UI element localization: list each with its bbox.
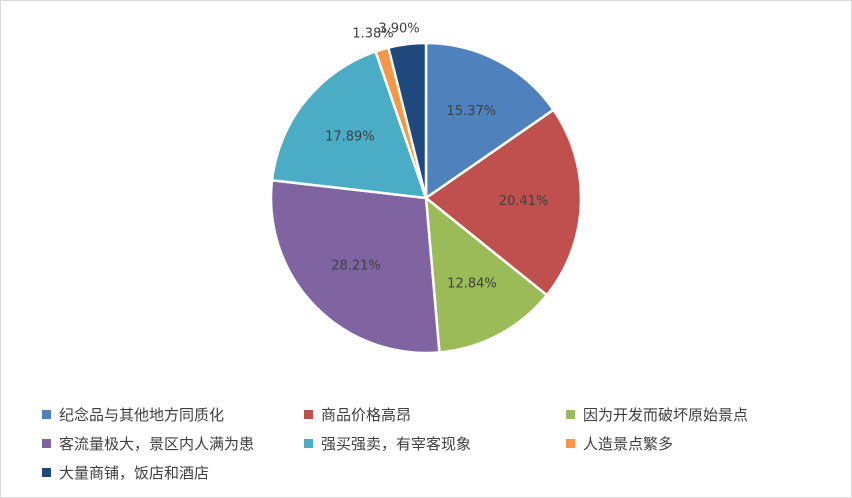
data-label: 3.90% [378,22,419,37]
data-label: 20.41% [499,194,549,209]
pie-slice [269,178,441,355]
legend-swatch [42,468,51,477]
legend-label: 商品价格高昂 [321,406,412,424]
legend-swatch [566,439,575,448]
legend-swatch [566,410,575,419]
legend: 纪念品与其他地方同质化 商品价格高昂 因为开发而破坏原始景点 客流量极大，景区内… [42,400,832,487]
legend-label: 客流量极大，景区内人满为患 [59,435,255,453]
legend-row: 大量商铺，饭店和酒店 [42,458,832,487]
legend-label: 因为开发而破坏原始景点 [583,406,749,424]
legend-swatch [42,439,51,448]
data-label: 28.21% [331,259,381,274]
legend-item: 大量商铺，饭店和酒店 [42,462,304,483]
legend-item: 纪念品与其他地方同质化 [42,404,304,425]
pie-slice [386,41,428,199]
legend-item: 商品价格高昂 [304,404,566,425]
legend-label: 纪念品与其他地方同质化 [59,406,225,424]
data-label: 12.84% [447,277,497,292]
legend-label: 人造景点繁多 [583,435,674,453]
pie-slice [424,41,556,201]
legend-label: 大量商铺，饭店和酒店 [59,464,210,482]
legend-swatch [304,439,313,448]
legend-item: 因为开发而破坏原始景点 [566,404,828,425]
data-label: 15.37% [447,104,497,119]
pie-slice [423,108,583,297]
legend-item: 人造景点繁多 [566,433,828,454]
data-label: 17.89% [325,129,375,144]
legend-item: 客流量极大，景区内人满为患 [42,433,304,454]
pie-slice [424,195,549,354]
legend-swatch [304,410,313,419]
data-label: 1.38% [352,27,393,42]
legend-item: 强买强卖，有宰客现象 [304,433,566,454]
legend-label: 强买强卖，有宰客现象 [321,435,472,453]
legend-swatch [42,410,51,419]
legend-row: 纪念品与其他地方同质化 商品价格高昂 因为开发而破坏原始景点 [42,400,832,429]
legend-row: 客流量极大，景区内人满为患 强买强卖，有宰客现象 人造景点繁多 [42,429,832,458]
